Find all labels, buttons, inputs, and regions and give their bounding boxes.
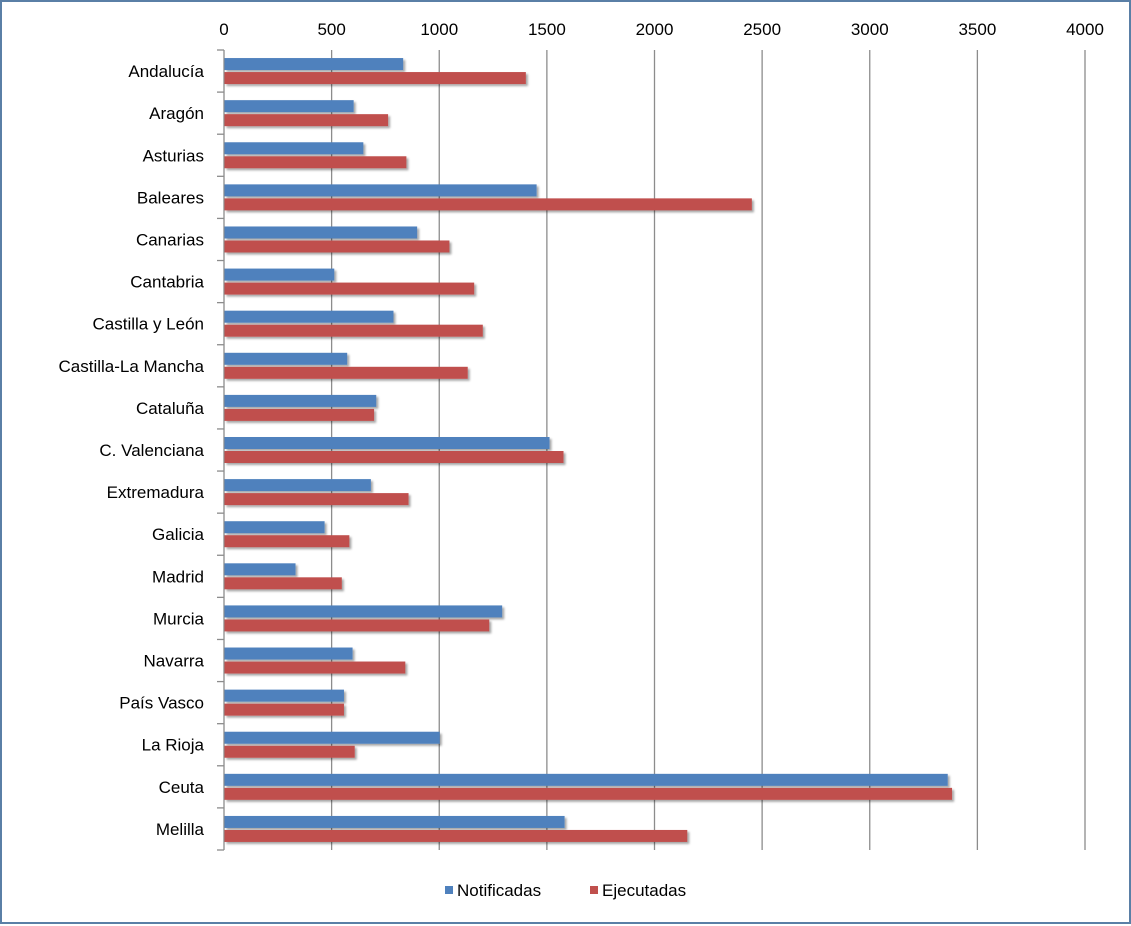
bar-notificadas-12: [224, 563, 296, 576]
legend: Notificadas Ejecutadas: [445, 881, 686, 900]
bar-ejecutadas-12: [224, 577, 342, 590]
legend-swatch-ejecutadas: [590, 886, 598, 894]
bar-ejecutadas-5: [224, 282, 475, 295]
category-label: La Rioja: [142, 736, 205, 755]
bar-notificadas-16: [224, 731, 440, 744]
bar-notificadas-17: [224, 773, 948, 786]
category-label: Navarra: [144, 652, 205, 671]
bar-ejecutadas-6: [224, 324, 483, 337]
category-label: C. Valenciana: [99, 441, 204, 460]
x-tick-label: 2500: [743, 20, 781, 39]
bar-ejecutadas-14: [224, 661, 406, 674]
x-tick-label: 3000: [851, 20, 889, 39]
bar-ejecutadas-8: [224, 408, 375, 421]
bar-notificadas-11: [224, 521, 325, 534]
bar-notificadas-18: [224, 815, 565, 828]
category-label: Cataluña: [136, 399, 205, 418]
category-label: País Vasco: [119, 694, 204, 713]
bar-notificadas-9: [224, 437, 550, 449]
bar-ejecutadas-2: [224, 156, 407, 169]
category-label: Andalucía: [128, 62, 204, 81]
x-tick-label: 2000: [636, 20, 674, 39]
category-label: Melilla: [156, 820, 205, 839]
gridlines: [330, 50, 1086, 850]
x-tick-label: 4000: [1066, 20, 1104, 39]
bar-notificadas-15: [224, 689, 344, 702]
bar-ejecutadas-0: [224, 72, 526, 85]
bar-notificadas-13: [224, 605, 503, 618]
bar-notificadas-2: [224, 142, 364, 155]
category-label: Castilla y León: [92, 315, 204, 334]
category-label: Asturias: [143, 146, 204, 165]
category-label: Baleares: [137, 188, 204, 207]
category-label: Aragón: [149, 104, 204, 123]
bar-ejecutadas-17: [224, 787, 953, 800]
category-label: Madrid: [152, 567, 204, 586]
bar-ejecutadas-11: [224, 535, 350, 548]
bar-notificadas-0: [224, 58, 404, 71]
bar-notificadas-3: [224, 184, 537, 197]
bar-ejecutadas-13: [224, 619, 490, 632]
bar-ejecutadas-18: [224, 829, 688, 842]
bar-ejecutadas-16: [224, 745, 355, 758]
axes: [217, 49, 225, 851]
bar-ejecutadas-15: [224, 703, 344, 716]
category-label: Murcia: [153, 609, 205, 628]
bar-notificadas-14: [224, 647, 353, 660]
x-tick-label: 1500: [528, 20, 566, 39]
bar-notificadas-10: [224, 479, 371, 492]
labels: 0 500 1000 1500 2000 2500 3000 3500 4000 Andalucí…: [58, 20, 1103, 839]
bar-notificadas-7: [224, 352, 348, 365]
category-label: Ceuta: [159, 778, 205, 797]
bar-notificadas-5: [224, 268, 335, 281]
bar-ejecutadas-3: [224, 198, 752, 211]
category-label: Canarias: [136, 230, 204, 249]
category-label: Castilla-La Mancha: [58, 357, 204, 376]
category-label: Cantabria: [130, 273, 204, 292]
bars: [224, 58, 953, 842]
x-tick-label: 1000: [420, 20, 458, 39]
bar-ejecutadas-7: [224, 366, 468, 379]
x-tick-label: 500: [317, 20, 345, 39]
bar-ejecutadas-9: [224, 451, 564, 463]
bar-notificadas-1: [224, 100, 354, 113]
bar-notificadas-8: [224, 394, 377, 407]
bar-notificadas-6: [224, 310, 394, 323]
category-label: Galicia: [152, 525, 205, 544]
x-tick-label: 3500: [958, 20, 996, 39]
category-label: Extremadura: [107, 483, 205, 502]
legend-label-notificadas: Notificadas: [457, 881, 541, 900]
bar-ejecutadas-1: [224, 114, 389, 127]
bar-ejecutadas-4: [224, 240, 450, 253]
legend-label-ejecutadas: Ejecutadas: [602, 881, 686, 900]
legend-swatch-notificadas: [445, 886, 453, 894]
bar-notificadas-4: [224, 226, 418, 239]
bar-ejecutadas-10: [224, 493, 409, 506]
x-tick-label: 0: [219, 20, 228, 39]
